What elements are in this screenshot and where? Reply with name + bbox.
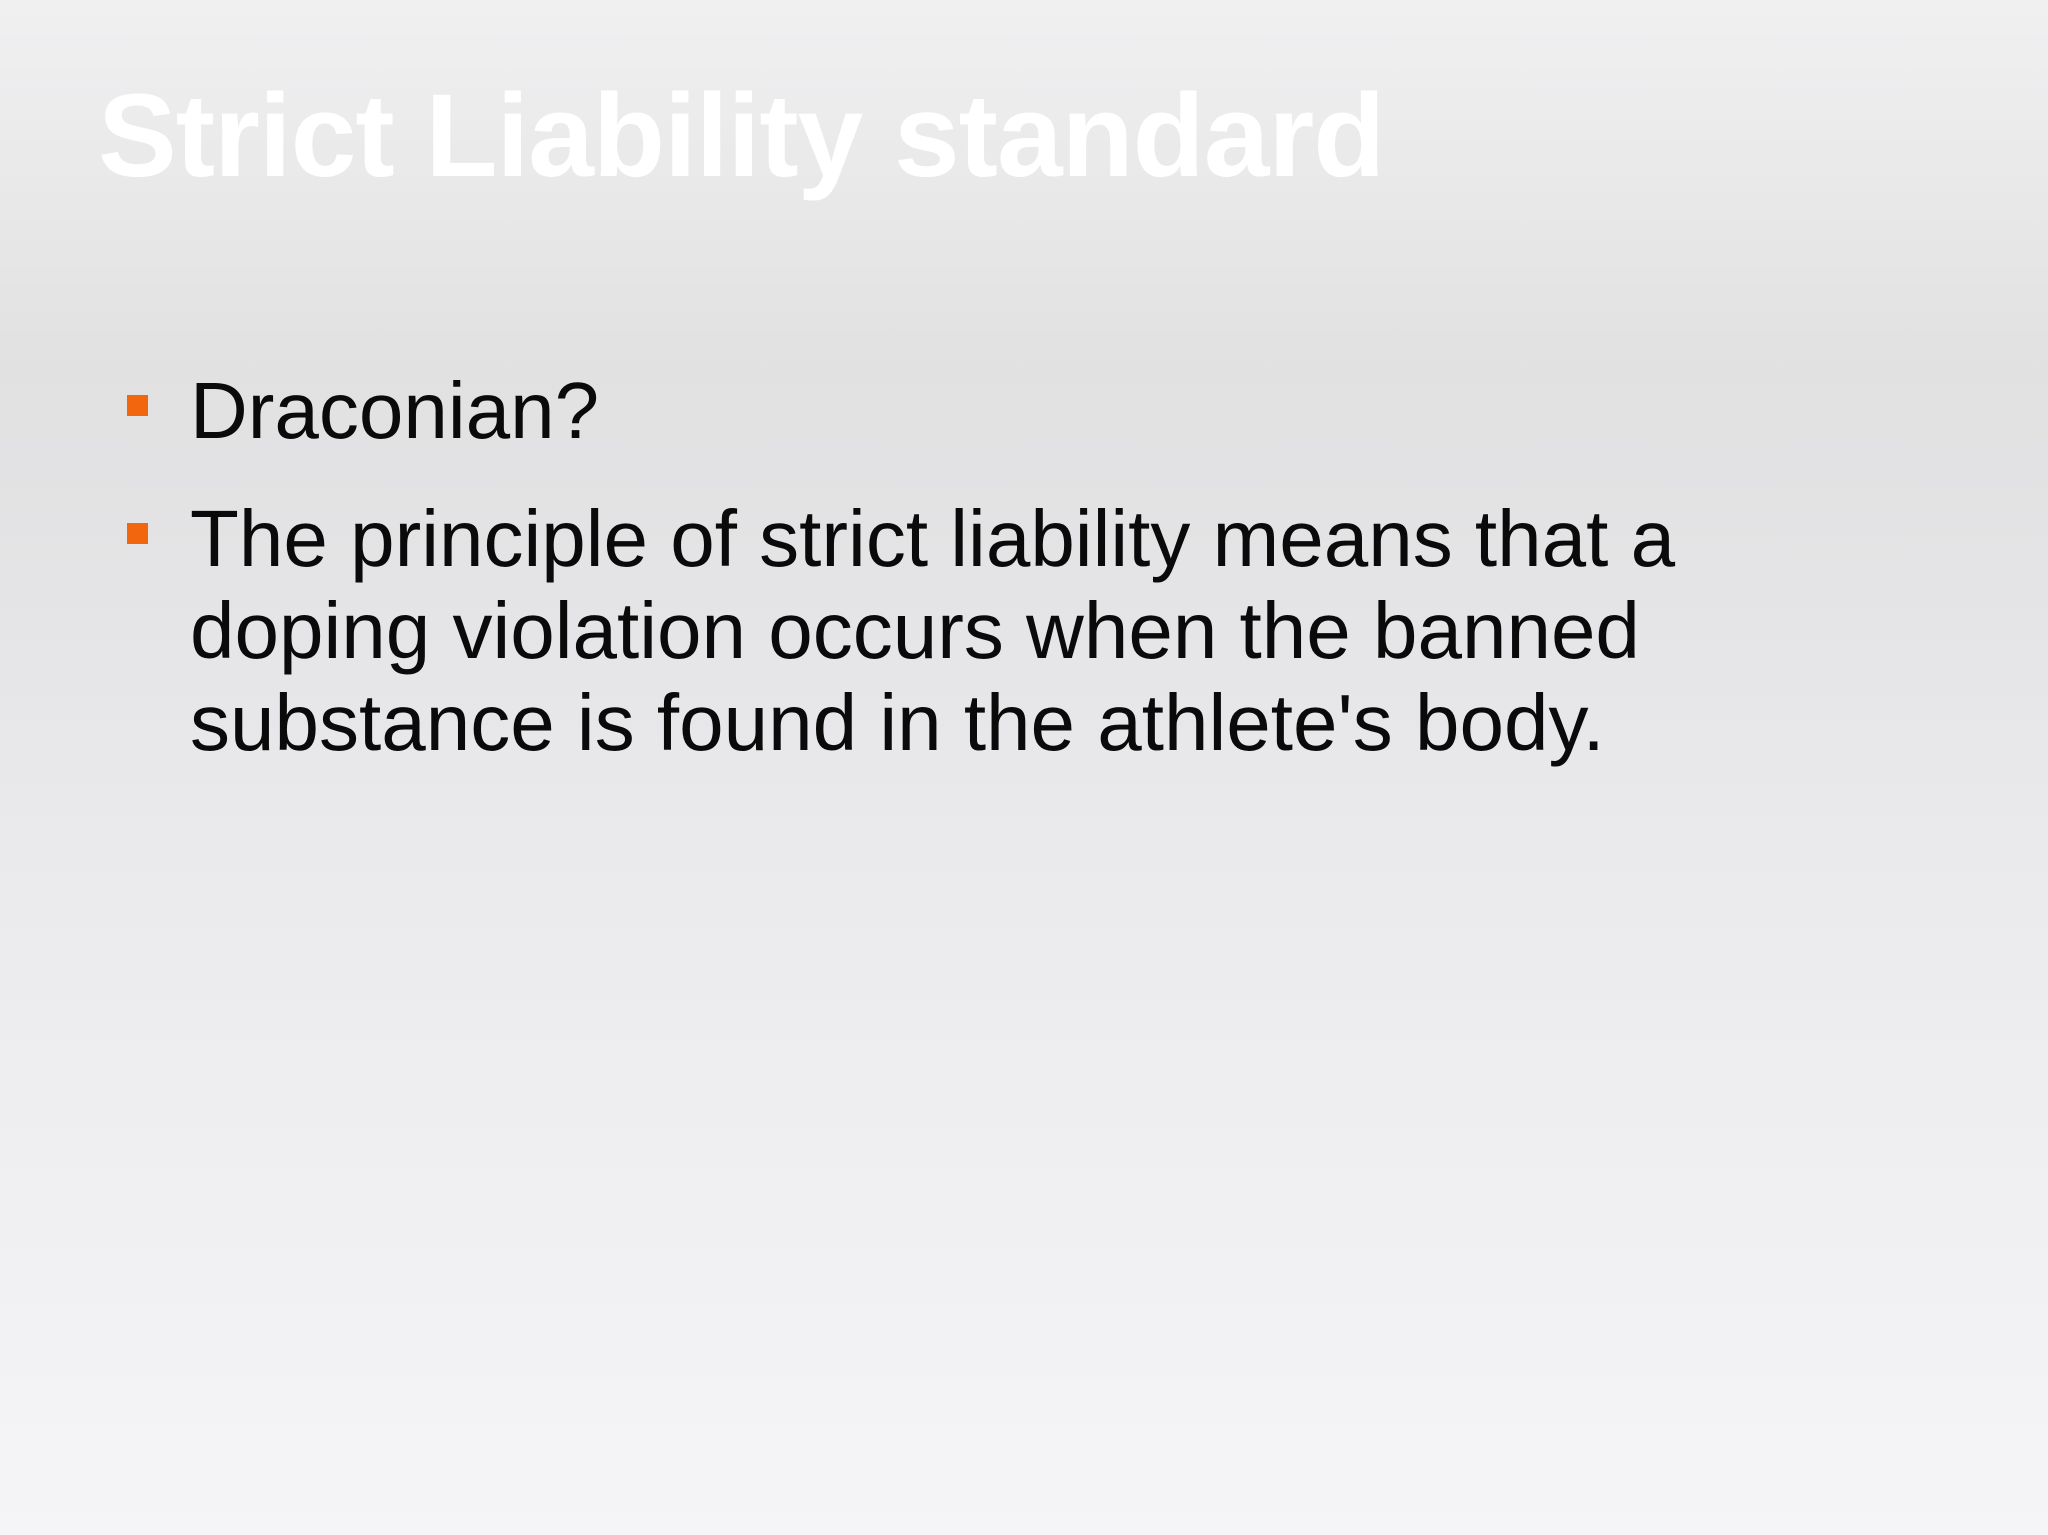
bullet-item: Draconian?	[0, 365, 1750, 457]
bullet-item: The principle of strict liability means …	[0, 493, 1750, 769]
square-bullet-icon	[127, 523, 148, 544]
bullet-list: Draconian? The principle of strict liabi…	[0, 365, 2048, 805]
bullet-text: Draconian?	[190, 366, 600, 455]
bullet-text: The principle of strict liability means …	[190, 494, 1676, 767]
square-bullet-icon	[127, 395, 148, 416]
slide-title: Strict Liability standard	[98, 70, 1385, 202]
